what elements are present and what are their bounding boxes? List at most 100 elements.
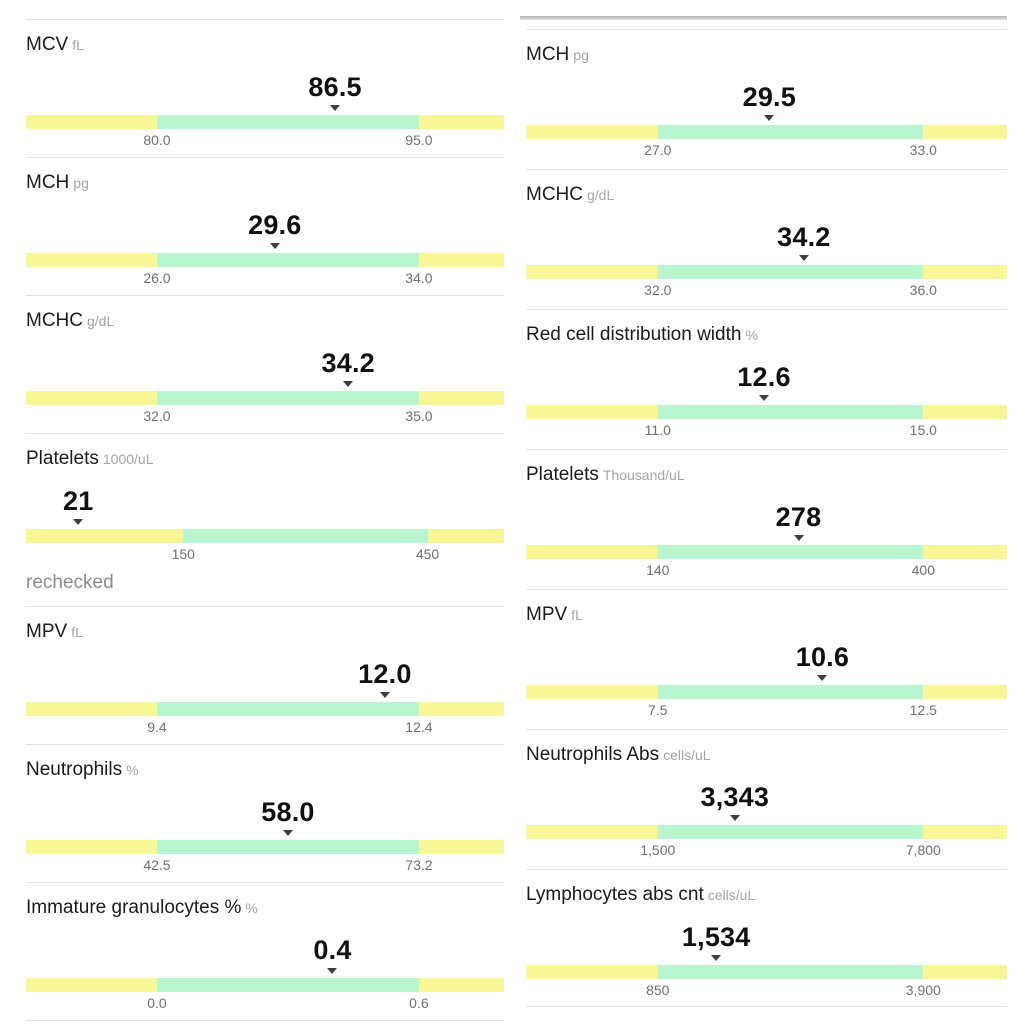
row-divider (26, 157, 504, 158)
value-marker (269, 243, 280, 249)
range-high-label: 12.5 (909, 702, 937, 718)
result-header: MCHC g/dL (526, 184, 614, 206)
result-value: 21 (63, 486, 94, 516)
result-name: Neutrophils (26, 759, 123, 780)
normal-range-segment (657, 685, 924, 699)
below-range-segment (26, 529, 184, 543)
range-high-label: 33.0 (909, 142, 937, 158)
result-value: 34.2 (777, 222, 831, 252)
above-range-segment (418, 702, 504, 716)
row-divider (526, 309, 1007, 310)
result-value: 34.2 (321, 348, 375, 378)
below-range-segment (526, 825, 658, 839)
result-card: MCH pg 29.5 27.0 33.0 (526, 30, 1007, 160)
result-card: MCH pg 29.6 26.0 34.0 (26, 158, 504, 288)
result-header: Red cell distribution width% (526, 324, 758, 346)
above-range-segment (923, 545, 1007, 559)
result-name: Platelets (526, 464, 599, 485)
value-marker (729, 815, 740, 821)
reference-range-bar (26, 253, 504, 267)
reference-range-bar (526, 405, 1007, 419)
result-header: MCH pg (526, 44, 589, 66)
result-name: MCHC (526, 184, 583, 205)
result-value: 86.5 (308, 72, 362, 102)
reference-range-bar (26, 115, 504, 129)
result-card: Lymphocytes abs cnt cells/uL 1,534 850 3,900 (526, 870, 1007, 1000)
result-value: 58.0 (261, 797, 315, 827)
range-high-label: 0.6 (409, 995, 429, 1011)
normal-range-segment (156, 253, 419, 267)
scroll-edge-shadow (520, 16, 1007, 20)
row-divider (26, 1020, 504, 1021)
result-unit: g/dL (87, 313, 115, 329)
normal-range-segment (657, 405, 924, 419)
row-divider (526, 29, 1007, 30)
result-card: Immature granulocytes %% 0.4 0.0 0.6 (26, 883, 504, 1013)
result-unit: pg (73, 175, 89, 191)
row-divider (26, 19, 504, 20)
above-range-segment (923, 825, 1007, 839)
result-name: Immature granulocytes % (26, 897, 242, 918)
value-marker (711, 955, 722, 961)
above-range-segment (418, 115, 504, 129)
normal-range-segment (156, 391, 419, 405)
range-high-label: 400 (911, 562, 935, 578)
range-low-label: 11.0 (644, 422, 671, 438)
result-value: 1,534 (681, 922, 751, 952)
result-unit: % (745, 327, 758, 343)
result-unit: Thousand/uL (602, 467, 685, 483)
result-card: MCHC g/dL 34.2 32.0 36.0 (526, 170, 1007, 300)
result-unit: % (245, 900, 258, 916)
range-low-label: 140 (646, 562, 670, 578)
reference-range-bar (526, 265, 1007, 279)
value-marker (817, 675, 828, 681)
normal-range-segment (156, 115, 419, 129)
range-low-label: 150 (171, 546, 195, 562)
above-range-segment (923, 265, 1007, 279)
result-unit: pg (573, 47, 589, 63)
left-results-panel: MCV fL 86.5 80.0 95.0 MCH pg 29.6 26.0 34.0 MCHC g/… (26, 19, 504, 1021)
result-unit: cells/uL (707, 887, 756, 903)
above-range-segment (418, 840, 504, 854)
result-card: Neutrophils% 58.0 42.5 73.2 (26, 745, 504, 875)
row-divider (26, 744, 504, 745)
result-header: MPV fL (26, 621, 83, 643)
result-value: 29.5 (742, 82, 796, 112)
result-name: MCHC (26, 310, 83, 331)
result-unit: % (126, 762, 139, 778)
value-marker (758, 395, 769, 401)
result-card: MPV fL 10.6 7.5 12.5 (526, 590, 1007, 720)
result-header: Lymphocytes abs cnt cells/uL (526, 884, 755, 906)
result-value: 3,343 (700, 782, 770, 812)
result-comment: rechecked (26, 572, 114, 593)
reference-range-bar (526, 685, 1007, 699)
result-card: MCHC g/dL 34.2 32.0 35.0 (26, 296, 504, 426)
below-range-segment (526, 265, 658, 279)
result-value: 0.4 (313, 935, 352, 965)
range-high-label: 15.0 (909, 422, 937, 438)
range-high-label: 73.2 (405, 857, 433, 873)
result-name: Lymphocytes abs cnt (526, 884, 704, 905)
above-range-segment (923, 965, 1007, 979)
result-unit: 1000/uL (102, 451, 154, 467)
panel-gutter (508, 0, 518, 1024)
result-unit: fL (571, 607, 583, 623)
below-range-segment (526, 405, 658, 419)
result-value: 12.6 (737, 362, 791, 392)
reference-range-bar (26, 702, 504, 716)
value-marker (327, 968, 338, 974)
result-name: MPV (26, 621, 68, 642)
below-range-segment (26, 115, 157, 129)
result-header: MCHC g/dL (26, 310, 114, 332)
below-range-segment (526, 125, 658, 139)
result-name: Neutrophils Abs (526, 744, 660, 765)
value-marker (343, 381, 354, 387)
result-header: Platelets 1000/uL (26, 448, 153, 470)
result-header: Immature granulocytes %% (26, 897, 258, 919)
range-high-label: 34.0 (405, 270, 433, 286)
normal-range-segment (156, 978, 419, 992)
above-range-segment (923, 125, 1007, 139)
result-header: Neutrophils% (26, 759, 139, 781)
result-name: Red cell distribution width (526, 324, 742, 345)
result-card: Platelets 1000/uL 21 150 450 (26, 434, 504, 564)
